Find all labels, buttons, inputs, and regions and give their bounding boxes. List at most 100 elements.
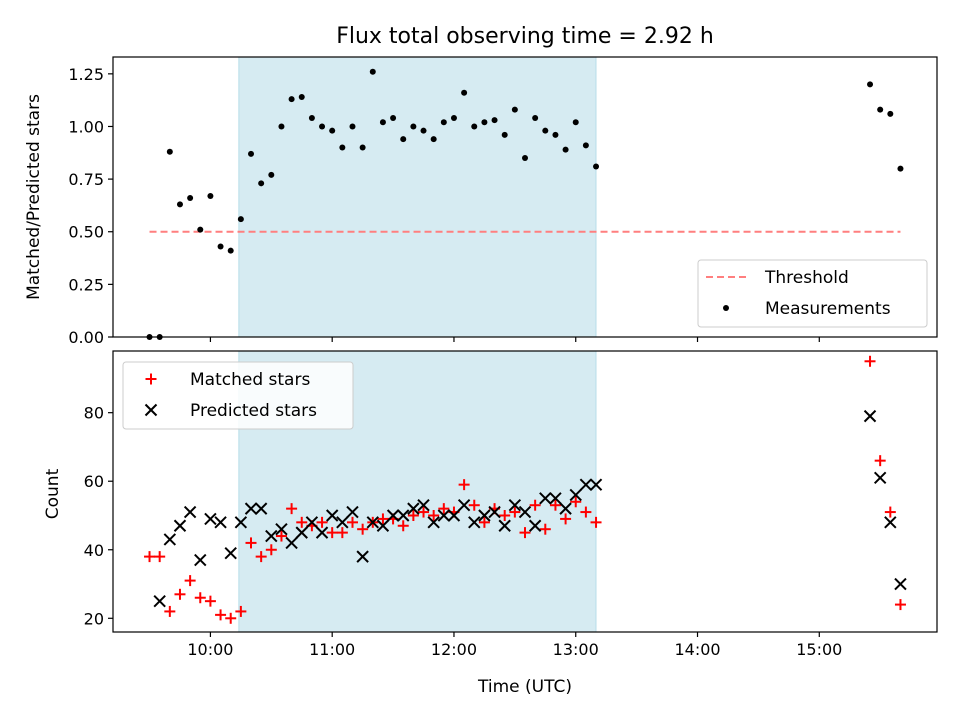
predicted-stars-point <box>366 516 379 529</box>
matched-stars-point <box>418 506 430 518</box>
measurement-point <box>471 123 478 130</box>
matched-stars-point <box>519 527 531 539</box>
matched-stars-point <box>377 513 389 525</box>
measurement-point <box>329 127 336 134</box>
predicted-stars-point <box>204 512 217 526</box>
matched-stars-point <box>468 499 480 511</box>
predicted-stars-point <box>346 505 359 519</box>
matched-stars-point <box>296 516 308 528</box>
x-tick-label: 14:00 <box>674 640 720 659</box>
matched-stars-point <box>174 588 186 600</box>
predicted-stars-point <box>569 488 582 502</box>
y-tick-label: 0.00 <box>68 328 104 347</box>
matched-stars-point <box>275 530 287 542</box>
predicted-stars-point <box>873 471 887 484</box>
predicted-stars-point <box>417 499 430 512</box>
measurement-point <box>400 136 407 143</box>
legend-box <box>122 361 354 430</box>
legend-label: Threshold <box>764 268 849 288</box>
predicted-stars-point <box>376 519 390 532</box>
measurement-point <box>542 127 549 134</box>
legend-label: Matched stars <box>190 370 310 390</box>
measurement-point <box>308 115 315 122</box>
y-tick-label: 0.25 <box>68 275 104 294</box>
matched-stars-point <box>874 455 886 467</box>
predicted-stars-point <box>508 499 522 512</box>
matched-stars-point <box>336 527 348 539</box>
matched-stars-point <box>560 513 572 525</box>
measurement-point <box>887 110 894 117</box>
matched-stars-point <box>286 503 298 515</box>
matched-stars-point <box>438 503 450 515</box>
bottom-y-axis-label: Count <box>43 468 63 519</box>
predicted-stars-point <box>325 509 339 522</box>
measurement-point <box>491 117 498 124</box>
measurement-point <box>897 165 904 172</box>
predicted-stars-point <box>234 516 248 529</box>
legend-label: Predicted stars <box>190 401 317 421</box>
legend-label: Measurements <box>765 299 891 319</box>
matched-stars-point <box>407 509 419 521</box>
x-tick-label: 13:00 <box>553 640 599 659</box>
predicted-stars-point <box>407 502 420 515</box>
predicted-stars-point <box>224 546 237 560</box>
predicted-stars-point <box>386 509 400 522</box>
bottom-panel: 10:00 11:00 12:00 13:00 14:00 15:00 20 40 60 80 Ma… <box>84 350 938 659</box>
predicted-stars-point <box>336 516 349 529</box>
axes-frame <box>112 350 938 633</box>
measurement-point <box>593 163 600 170</box>
measurement-point <box>390 115 397 122</box>
matched-stars-point <box>215 609 227 621</box>
y-tick-label: 60 <box>84 472 104 491</box>
predicted-stars-point <box>356 550 369 563</box>
measurement-point <box>532 115 539 122</box>
matched-stars-point <box>164 605 176 617</box>
matched-stars-point <box>184 575 196 587</box>
bottom-x-axis-label: Time (UTC) <box>477 677 572 697</box>
measurement-point <box>450 115 457 122</box>
matched-stars-point <box>884 506 896 518</box>
predicted-stars-point <box>295 526 308 539</box>
legend: Matched stars Predicted stars <box>122 361 354 430</box>
matched-stars-point <box>570 496 582 508</box>
x-tick-label: 11:00 <box>309 640 355 659</box>
top-chart-title: Flux total observing time = 2.92 h <box>336 24 714 49</box>
predicted-stars-point <box>549 492 562 505</box>
matched-stars-point <box>255 551 267 563</box>
x-tick-label: 12:00 <box>431 640 477 659</box>
matched-stars-point <box>204 595 216 607</box>
predicted-stars-point <box>305 516 319 529</box>
series-matched-stars <box>144 355 906 624</box>
matched-stars-point <box>397 520 409 532</box>
predicted-stars-point <box>183 505 197 519</box>
predicted-stars-point <box>265 529 278 543</box>
measurement-point <box>217 243 224 250</box>
measurement-point <box>501 131 508 138</box>
matched-stars-point <box>225 612 237 624</box>
predicted-stars-point <box>863 409 877 423</box>
measurement-point <box>349 123 356 130</box>
top-panel: 0.00 0.25 0.50 0.75 1.00 1.25 Threshold Measure… <box>68 56 938 347</box>
measurement-point <box>877 106 884 113</box>
matched-stars-point <box>590 516 602 528</box>
measurement-point <box>339 144 346 151</box>
matched-stars-point <box>499 509 511 521</box>
y-tick-label: 1.00 <box>68 117 104 136</box>
measurement-point <box>572 119 579 126</box>
y-tick-label: 0.50 <box>68 223 104 242</box>
measurement-point <box>369 68 376 75</box>
y-tick-label: 0.75 <box>68 170 104 189</box>
measurement-point <box>207 192 214 199</box>
measurement-point <box>410 123 417 130</box>
measurement-point <box>461 89 468 96</box>
predicted-stars-point <box>579 478 593 491</box>
y-tick-label: 80 <box>84 404 104 423</box>
measurement-point <box>278 123 285 130</box>
measurement-point <box>359 144 366 151</box>
measurement-point <box>258 180 265 187</box>
x-tick-label: 15:00 <box>796 640 842 659</box>
predicted-stars-point <box>528 519 542 532</box>
measurement-point <box>187 195 194 202</box>
matched-stars-point <box>245 537 257 549</box>
measurement-point <box>248 150 255 157</box>
